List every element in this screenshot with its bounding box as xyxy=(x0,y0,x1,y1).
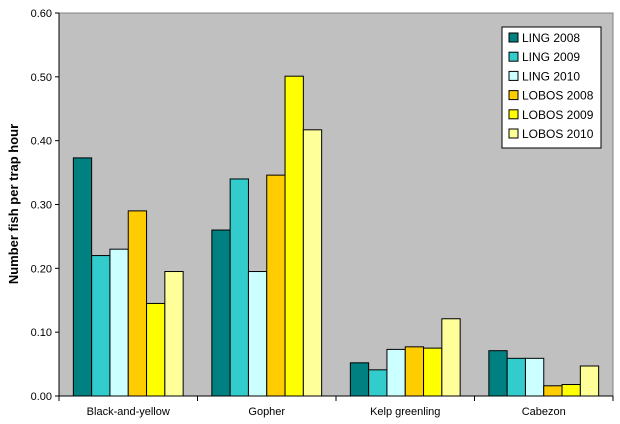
legend-label-lobos-2008: LOBOS 2008 xyxy=(522,89,594,103)
y-ticks-group: 0.00 0.10 0.20 0.30 0.40 0.50 0.60 xyxy=(31,8,59,403)
bar-lobos-2008-gopher xyxy=(266,174,286,397)
legend-label-lobos-2010: LOBOS 2010 xyxy=(522,127,594,141)
legend: LING 2008 LING 2009 LING 2010 LOBOS 2008 LOB… xyxy=(501,26,602,149)
legend-swatch-ling-2010 xyxy=(508,70,519,81)
bar-ling-2010-black-and-yellow xyxy=(109,248,129,397)
bar-lobos-2008-kelp-greenling xyxy=(404,346,425,397)
legend-swatch-ling-2008 xyxy=(508,32,519,43)
bar-ling-2010-cabezon xyxy=(524,357,545,397)
x-category-label: Kelp greenling xyxy=(370,406,440,418)
bar-ling-2009-black-and-yellow xyxy=(91,255,111,397)
y-axis-label: Number fish per trap hour xyxy=(6,124,21,284)
legend-swatch-ling-2009 xyxy=(508,51,519,62)
legend-label-ling-2010: LING 2010 xyxy=(522,69,580,83)
bar-ling-2010-gopher xyxy=(247,271,268,397)
y-tick-label: 0.50 xyxy=(31,72,52,84)
x-ticks-group: Black-and-yellow Gopher Kelp greenling Cabe… xyxy=(58,396,614,418)
legend-label-ling-2008: LING 2008 xyxy=(522,31,580,45)
legend-swatch-lobos-2009 xyxy=(508,109,519,120)
bar-ling-2010-kelp-greenling xyxy=(386,348,406,397)
legend-label-lobos-2009: LOBOS 2009 xyxy=(522,108,594,122)
bar-ling-2009-gopher xyxy=(229,178,249,397)
bar-ling-2009-cabezon xyxy=(506,357,526,397)
legend-box xyxy=(501,26,602,149)
bar-lobos-2010-cabezon xyxy=(579,365,600,397)
legend-swatch-lobos-2008 xyxy=(508,90,519,101)
bar-lobos-2010-kelp-greenling xyxy=(441,318,461,397)
legend-label-ling-2009: LING 2009 xyxy=(522,50,580,64)
x-category-label: Cabezon xyxy=(522,406,566,418)
x-category-label: Black-and-yellow xyxy=(87,406,170,418)
bar-ling-2008-gopher xyxy=(211,229,231,397)
bar-ling-2008-cabezon xyxy=(488,350,508,397)
bar-lobos-2009-black-and-yellow xyxy=(146,302,166,397)
bar-ling-2008-black-and-yellow xyxy=(72,157,93,397)
bar-lobos-2009-cabezon xyxy=(561,384,581,397)
y-tick-label: 0.40 xyxy=(31,136,52,148)
legend-swatch-lobos-2010 xyxy=(508,128,519,139)
bars-group xyxy=(72,75,600,397)
y-tick-label: 0.30 xyxy=(31,200,52,212)
bar-lobos-2010-gopher xyxy=(302,129,323,397)
y-tick-label: 0.60 xyxy=(31,8,52,20)
bar-ling-2008-kelp-greenling xyxy=(349,362,370,397)
bar-lobos-2009-gopher xyxy=(284,75,304,397)
bar-ling-2009-kelp-greenling xyxy=(368,369,388,397)
y-tick-label: 0.10 xyxy=(31,327,52,339)
bar-lobos-2009-kelp-greenling xyxy=(423,347,443,397)
bar-lobos-2008-black-and-yellow xyxy=(127,210,148,397)
bar-lobos-2008-cabezon xyxy=(543,385,563,397)
y-tick-label: 0.00 xyxy=(31,391,52,403)
x-category-label: Gopher xyxy=(248,406,285,418)
y-tick-label: 0.20 xyxy=(31,263,52,275)
bar-lobos-2010-black-and-yellow xyxy=(164,271,184,397)
